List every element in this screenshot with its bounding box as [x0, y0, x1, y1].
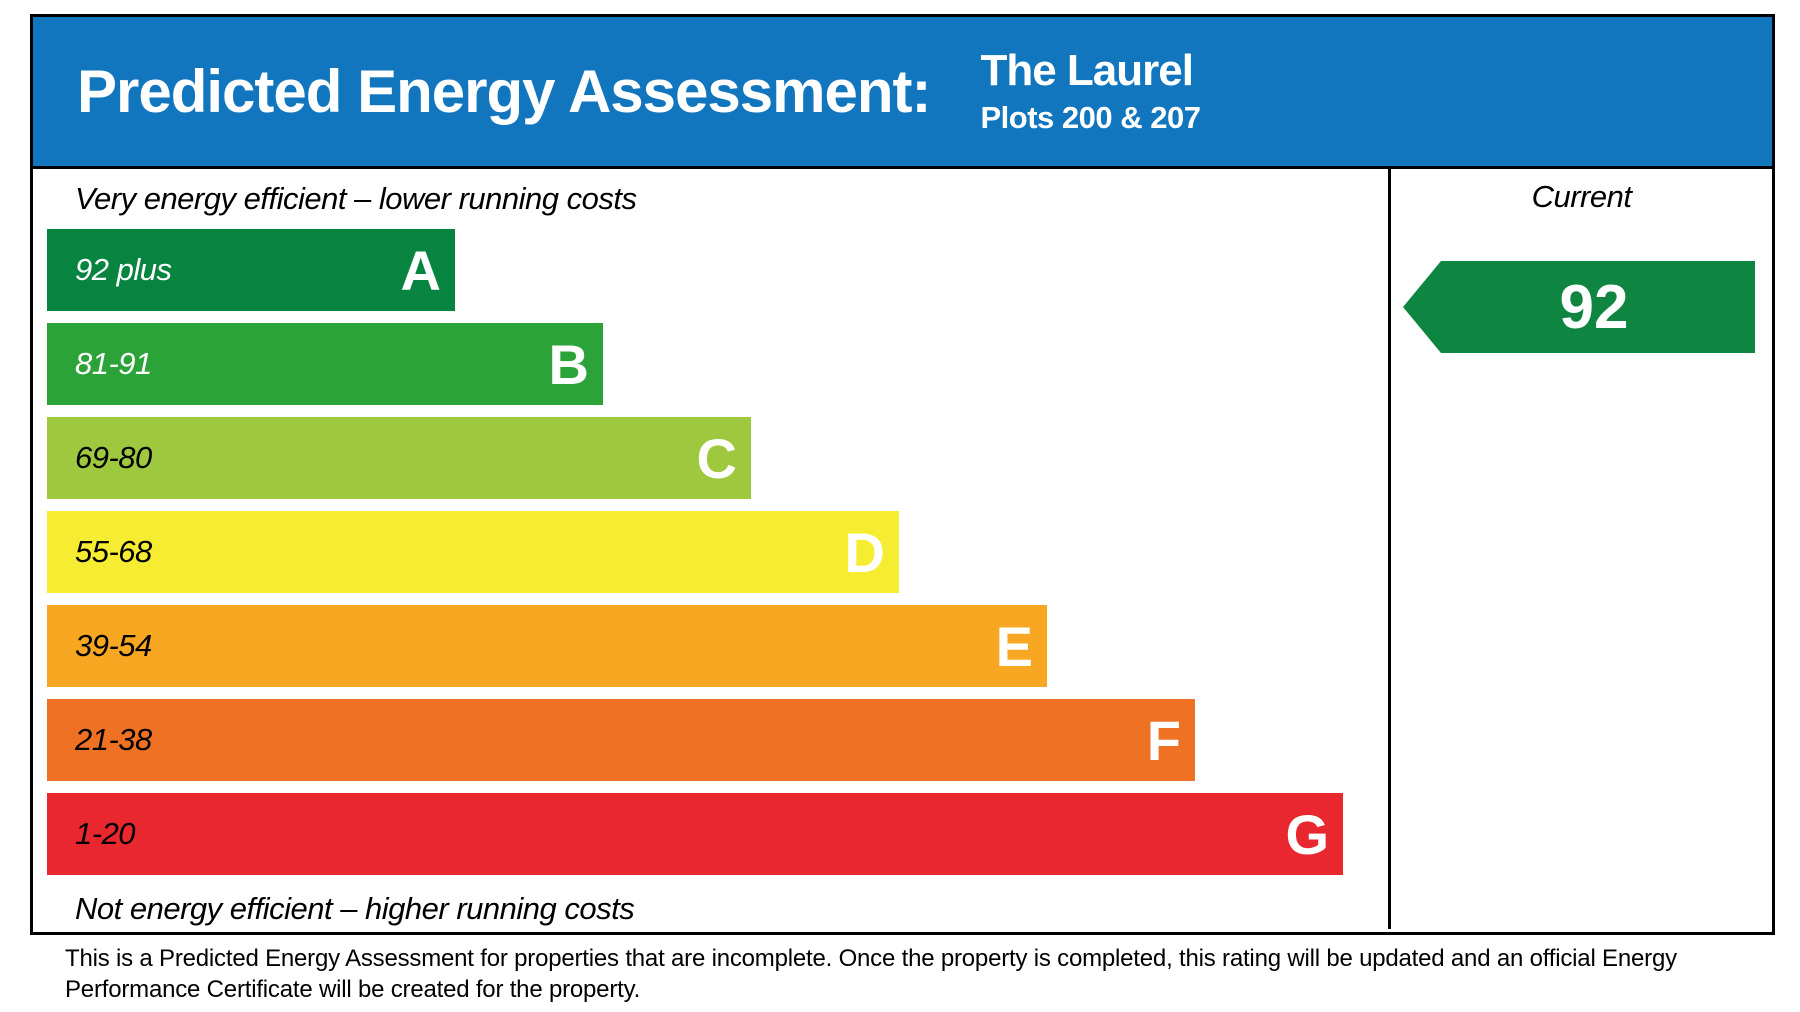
page-title: Predicted Energy Assessment:	[77, 58, 931, 125]
band-range-label: 1-20	[75, 816, 136, 851]
current-rating-panel: Current 92	[1388, 169, 1772, 929]
current-column-header: Current	[1531, 179, 1632, 214]
band-range-label: 55-68	[75, 534, 152, 569]
header-banner: Predicted Energy Assessment: The Laurel …	[33, 17, 1772, 169]
band-row-g: 1-20 G	[47, 793, 1343, 875]
current-rating-value: 92	[1559, 272, 1629, 342]
band-letter: E	[995, 614, 1033, 678]
band-range-label: 92 plus	[75, 252, 172, 287]
band-range-label: 21-38	[75, 722, 152, 757]
band-letter: G	[1285, 802, 1329, 866]
epc-chart-frame: Predicted Energy Assessment: The Laurel …	[30, 14, 1775, 935]
top-scale-label: Very energy efficient – lower running co…	[75, 181, 637, 216]
chart-body: Very energy efficient – lower running co…	[33, 169, 1772, 929]
band-row-d: 55-68 D	[47, 511, 899, 593]
bottom-scale-label: Not energy efficient – higher running co…	[75, 891, 635, 926]
band-range-label: 69-80	[75, 440, 152, 475]
band-row-f: 21-38 F	[47, 699, 1195, 781]
band-row-a: 92 plus A	[47, 229, 455, 311]
property-info: The Laurel Plots 200 & 207	[980, 46, 1201, 135]
rating-bands: 92 plus A 81-91 B 69-80 C 55-68 D	[47, 229, 1388, 875]
band-letter: D	[844, 520, 885, 584]
band-letter: B	[548, 332, 589, 396]
property-name: The Laurel	[980, 46, 1193, 96]
band-row-b: 81-91 B	[47, 323, 603, 405]
band-letter: A	[400, 238, 441, 302]
rating-scale-panel: Very energy efficient – lower running co…	[33, 169, 1388, 929]
current-rating-arrow-badge: 92	[1403, 261, 1755, 353]
band-letter: C	[696, 426, 737, 490]
footer-disclaimer: This is a Predicted Energy Assessment fo…	[65, 945, 1677, 1003]
property-plots: Plots 200 & 207	[980, 99, 1201, 135]
band-row-c: 69-80 C	[47, 417, 751, 499]
band-range-label: 81-91	[75, 346, 152, 381]
band-letter: F	[1146, 708, 1181, 772]
band-row-e: 39-54 E	[47, 605, 1047, 687]
band-range-label: 39-54	[75, 628, 152, 663]
